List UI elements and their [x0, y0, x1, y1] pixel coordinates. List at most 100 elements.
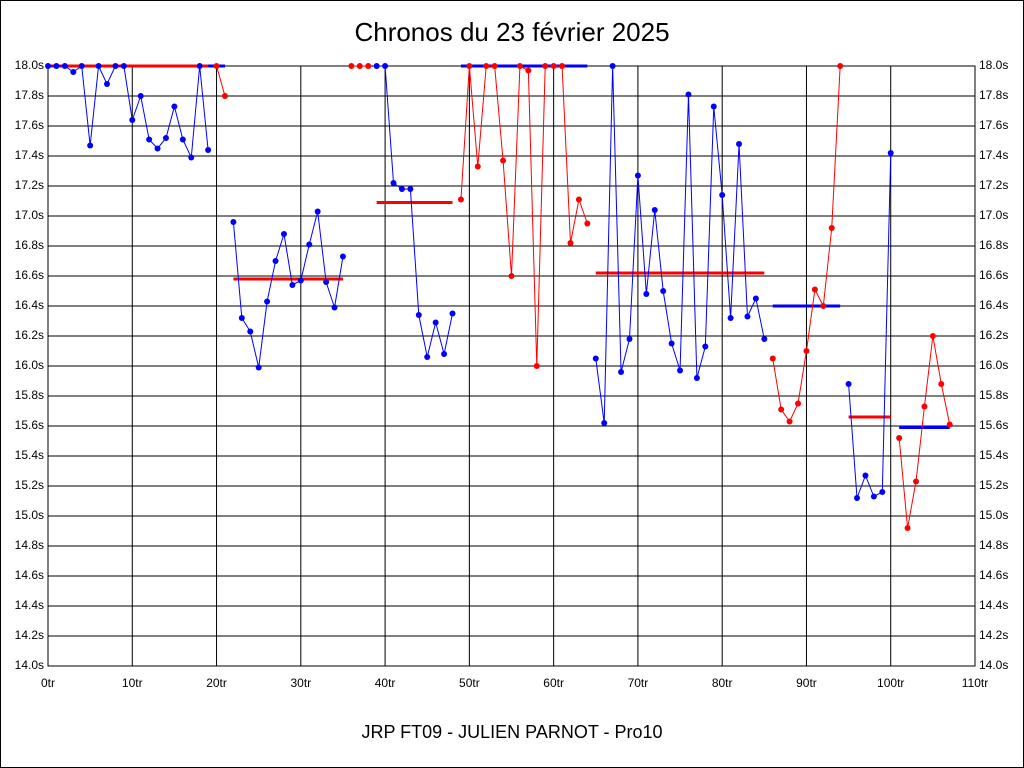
lap-point — [559, 63, 566, 69]
x-tick-label: 100tr — [877, 676, 904, 690]
lap-point — [196, 63, 203, 69]
y-tick-label: 18.0s — [15, 58, 44, 72]
lap-point — [280, 231, 287, 237]
y2-tick-label: 14.4s — [979, 598, 1008, 612]
y-tick-label: 14.2s — [15, 628, 44, 642]
lap-point — [710, 103, 717, 110]
y-tick-label: 14.0s — [15, 658, 44, 672]
lap-point — [188, 154, 195, 161]
lap-point — [618, 369, 625, 375]
lap-point — [904, 525, 911, 531]
lap-point — [137, 93, 144, 99]
x-tick-label: 0tr — [41, 676, 55, 690]
y2-tick-label: 16.2s — [979, 328, 1008, 342]
lap-point — [373, 63, 380, 69]
lap-point — [702, 343, 709, 350]
lap-point — [424, 354, 431, 360]
lap-point — [306, 241, 313, 248]
lap-point — [255, 364, 262, 371]
y2-tick-label: 14.8s — [979, 538, 1008, 552]
y2-tick-label: 16.8s — [979, 238, 1008, 252]
lap-point — [795, 400, 802, 407]
lap-point — [171, 103, 178, 110]
lap-point — [61, 63, 68, 69]
series-line — [232, 211, 344, 368]
lap-point — [272, 258, 279, 264]
lap-point — [238, 315, 245, 321]
lap-point — [811, 286, 818, 293]
lap-point — [769, 355, 776, 362]
lap-point — [53, 63, 60, 69]
lap-point — [162, 135, 169, 141]
lap-point — [525, 67, 532, 74]
lap-point — [179, 136, 186, 143]
lap-point — [78, 63, 85, 69]
lap-point — [112, 63, 119, 69]
lap-point — [862, 472, 869, 479]
lap-point — [221, 93, 228, 99]
lap-point — [592, 355, 599, 362]
lap-point — [500, 157, 507, 164]
y2-tick-label: 15.4s — [979, 448, 1008, 462]
y-tick-label: 17.2s — [15, 178, 44, 192]
lap-point — [651, 207, 658, 213]
y2-tick-label: 15.2s — [979, 478, 1008, 492]
y2-tick-label: 17.4s — [979, 148, 1008, 162]
lap-point — [946, 421, 953, 428]
lap-point — [297, 277, 304, 284]
lap-point — [752, 295, 759, 302]
lap-point — [154, 145, 161, 152]
y-tick-label: 15.8s — [15, 388, 44, 402]
y-tick-label: 16.2s — [15, 328, 44, 342]
lap-point — [542, 63, 549, 69]
y-tick-label: 17.4s — [15, 148, 44, 162]
lap-point — [778, 406, 785, 413]
y2-tick-label: 16.0s — [979, 358, 1008, 372]
lap-point — [803, 348, 810, 354]
lap-point — [584, 220, 591, 227]
lap-point — [466, 63, 473, 69]
chart-subtitle: JRP FT09 - JULIEN PARNOT - Pro10 — [361, 722, 662, 742]
lap-point — [913, 478, 920, 485]
x-tick-label: 10tr — [122, 676, 143, 690]
lap-point — [213, 63, 220, 69]
lap-point — [786, 418, 793, 425]
y2-tick-label: 17.8s — [979, 88, 1008, 102]
y-tick-label: 14.6s — [15, 568, 44, 582]
lap-point — [441, 351, 448, 357]
lap-point — [382, 63, 389, 69]
lap-point — [550, 63, 557, 69]
x-tick-label: 80tr — [712, 676, 733, 690]
y2-tick-label: 15.8s — [979, 388, 1008, 402]
y-tick-label: 16.8s — [15, 238, 44, 252]
lap-point — [879, 489, 886, 495]
lap-point — [516, 63, 523, 69]
lap-point — [230, 219, 237, 225]
lap-point — [719, 192, 726, 198]
lap-point — [339, 253, 346, 260]
lap-point — [398, 186, 405, 192]
lap-point — [828, 225, 835, 231]
x-tick-label: 90tr — [796, 676, 817, 690]
lap-point — [668, 340, 675, 347]
y-tick-label: 14.4s — [15, 598, 44, 612]
lap-point — [685, 91, 692, 98]
y-tick-label: 16.6s — [15, 268, 44, 282]
lap-point — [736, 141, 743, 147]
lap-point — [247, 328, 254, 335]
lap-point — [365, 63, 372, 69]
lap-point — [331, 304, 338, 311]
x-tick-label: 20tr — [206, 676, 227, 690]
y2-tick-label: 17.0s — [979, 208, 1008, 222]
y-tick-label: 17.8s — [15, 88, 44, 102]
lap-point — [896, 435, 903, 441]
lap-point — [887, 150, 894, 156]
lap-point — [323, 279, 330, 285]
lap-point — [289, 282, 296, 288]
lap-point — [837, 63, 844, 69]
y-tick-label: 17.6s — [15, 118, 44, 132]
lap-point — [87, 142, 94, 149]
lap-point — [356, 63, 363, 69]
